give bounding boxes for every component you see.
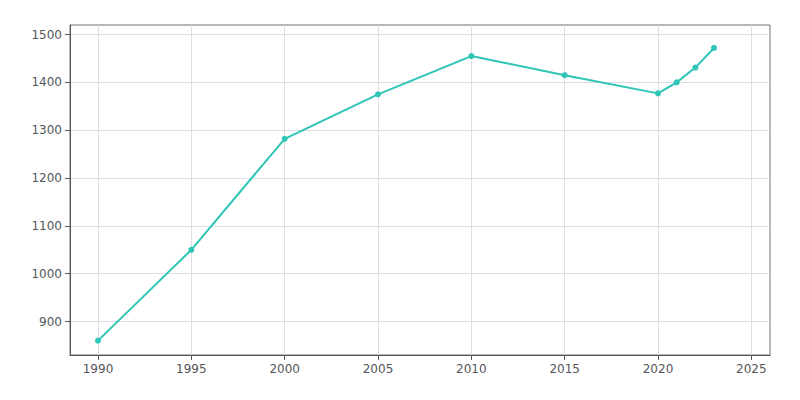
svg-text:2005: 2005 [363, 362, 394, 376]
svg-text:1200: 1200 [31, 171, 62, 185]
svg-text:2010: 2010 [456, 362, 487, 376]
svg-text:1300: 1300 [31, 123, 62, 137]
svg-text:2000: 2000 [269, 362, 300, 376]
svg-text:900: 900 [39, 315, 62, 329]
svg-text:1000: 1000 [31, 267, 62, 281]
svg-text:1500: 1500 [31, 28, 62, 42]
svg-text:1995: 1995 [176, 362, 207, 376]
svg-text:1990: 1990 [83, 362, 114, 376]
svg-text:2015: 2015 [549, 362, 580, 376]
svg-text:1400: 1400 [31, 75, 62, 89]
svg-text:1100: 1100 [31, 219, 62, 233]
svg-text:2020: 2020 [643, 362, 674, 376]
svg-text:2025: 2025 [736, 362, 767, 376]
